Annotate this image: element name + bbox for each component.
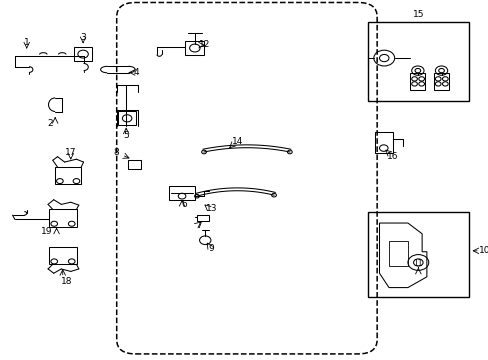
Bar — [367, 212, 468, 297]
Bar — [185, 41, 204, 55]
Text: 1: 1 — [24, 38, 30, 47]
Text: 8: 8 — [113, 148, 119, 157]
Text: 7: 7 — [195, 221, 201, 230]
Text: 6: 6 — [181, 200, 187, 209]
Text: 18: 18 — [61, 276, 73, 285]
Text: 13: 13 — [205, 204, 217, 213]
Text: 17: 17 — [65, 148, 76, 157]
Text: 9: 9 — [208, 244, 214, 253]
Bar — [169, 186, 195, 200]
Text: 5: 5 — [123, 131, 129, 140]
Bar — [197, 215, 208, 221]
Text: 4: 4 — [134, 68, 139, 77]
Text: 14: 14 — [231, 138, 243, 147]
Bar — [118, 111, 136, 126]
Bar — [374, 132, 392, 153]
Bar — [49, 247, 77, 264]
Bar — [433, 73, 448, 90]
Bar — [409, 73, 425, 90]
Text: 2: 2 — [47, 119, 53, 128]
Bar — [367, 22, 468, 101]
Bar — [74, 47, 92, 61]
Text: 3: 3 — [80, 33, 86, 42]
Text: 15: 15 — [412, 10, 424, 19]
Text: 12: 12 — [198, 40, 209, 49]
Bar — [55, 167, 81, 184]
Bar — [127, 159, 141, 168]
Bar — [49, 210, 77, 226]
Text: 11: 11 — [413, 259, 422, 268]
Bar — [388, 241, 407, 266]
Text: 16: 16 — [386, 152, 398, 161]
Text: 19: 19 — [41, 228, 53, 237]
Text: 10: 10 — [478, 246, 488, 255]
